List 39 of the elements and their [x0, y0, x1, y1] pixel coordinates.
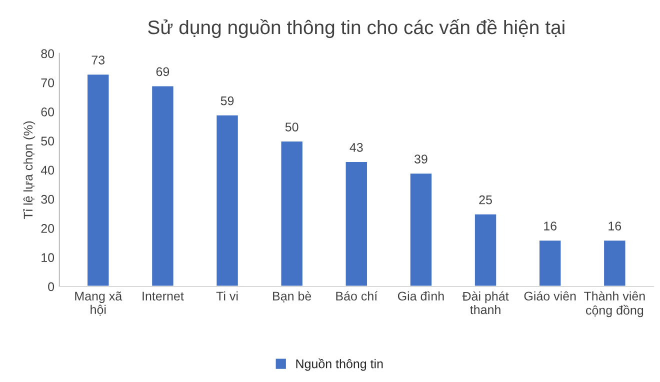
y-axis-title: Tỉ lệ lựa chọn (%) — [23, 121, 36, 220]
x-tick-label: Bạn bè — [273, 291, 312, 302]
y-tick-label: 40 — [40, 166, 54, 175]
bar — [280, 140, 304, 286]
bar — [602, 239, 627, 286]
chart-title: Sử dụng nguồn thông tin cho các vấn đề hiện tại — [148, 19, 564, 38]
data-label: 43 — [350, 142, 363, 152]
x-tick-label: Internet — [142, 292, 184, 301]
y-tick-label: 10 — [42, 253, 54, 262]
data-label: 25 — [479, 195, 492, 204]
y-tick-label: 70 — [41, 78, 54, 88]
bar — [215, 114, 240, 286]
bar — [408, 172, 433, 286]
bar — [344, 160, 368, 286]
data-label: 39 — [414, 154, 428, 164]
x-tick-label: Thành viên cộng đồng — [584, 291, 645, 318]
bar — [150, 84, 175, 286]
y-tick-label: 0 — [48, 282, 54, 292]
y-tick-label: 20 — [41, 224, 54, 233]
bar — [474, 212, 498, 286]
x-tick-label: Ti vi — [216, 291, 238, 300]
y-tick-label: 60 — [41, 108, 54, 116]
x-tick-label: Gia đình — [398, 291, 444, 301]
data-label: 16 — [544, 222, 556, 230]
data-label: 69 — [156, 67, 170, 76]
data-label: 50 — [285, 122, 298, 132]
y-tick-label: 30 — [41, 194, 54, 204]
data-label: 16 — [608, 222, 622, 230]
data-label: 73 — [92, 56, 105, 64]
bar — [538, 239, 562, 286]
data-label: 59 — [220, 96, 234, 106]
x-tick-label: Mang xã hội — [75, 291, 122, 316]
x-tick-label: Đài phát thanh — [462, 291, 509, 314]
x-tick-label: Báo chí — [336, 291, 378, 301]
legend-label: Nguồn thông tin — [296, 358, 383, 371]
y-tick-label: 80 — [41, 49, 54, 58]
bar — [86, 73, 110, 286]
y-tick-label: 50 — [41, 136, 54, 146]
x-tick-label: Giáo viên — [524, 291, 576, 301]
